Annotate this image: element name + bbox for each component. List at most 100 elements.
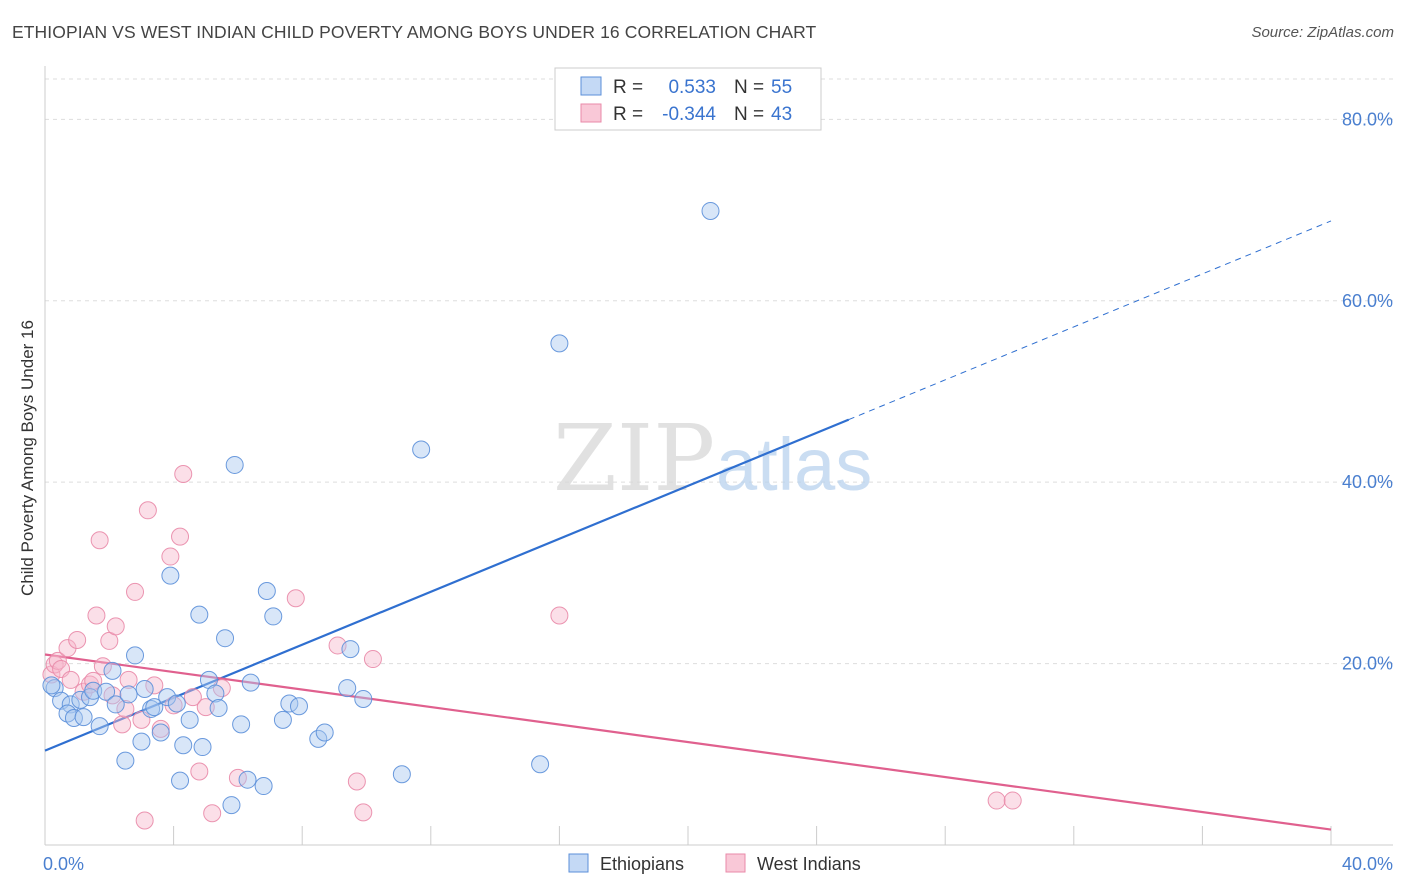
y-tick-label: 20.0% — [1342, 654, 1393, 674]
point-ethiopians — [90, 717, 109, 736]
point-west-indians — [45, 655, 64, 674]
point-ethiopians — [354, 689, 373, 708]
point-ethiopians — [158, 688, 177, 707]
point-ethiopians — [119, 685, 138, 704]
legend-r-value-2: -0.344 — [662, 104, 716, 125]
point-west-indians — [161, 547, 180, 566]
trend-lines — [44, 220, 1332, 831]
y-tick-label: 80.0% — [1342, 109, 1393, 129]
point-ethiopians — [257, 582, 276, 601]
point-ethiopians — [531, 755, 550, 774]
bottom-legend-swatch-ethiopians — [568, 853, 589, 873]
point-ethiopians — [225, 455, 244, 474]
point-ethiopians — [309, 729, 328, 748]
legend-swatch-west-indians — [580, 103, 602, 123]
point-west-indians — [1003, 791, 1022, 810]
point-ethiopians — [289, 697, 308, 716]
point-west-indians — [61, 670, 80, 689]
bottom-legend-label-west-indians: West Indians — [757, 854, 861, 874]
point-west-indians — [119, 670, 138, 689]
point-ethiopians — [338, 679, 357, 698]
point-ethiopians — [145, 698, 164, 717]
point-west-indians — [90, 531, 109, 550]
y-axis-label: Child Poverty Among Boys Under 16 — [18, 320, 37, 596]
point-west-indians — [145, 676, 164, 695]
legend-n-label-2: N = — [734, 104, 764, 125]
point-west-indians — [138, 501, 157, 520]
point-ethiopians — [64, 709, 83, 728]
point-ethiopians — [264, 607, 283, 626]
point-west-indians — [93, 657, 112, 676]
bottom-legend-label-ethiopians: Ethiopians — [600, 854, 684, 874]
point-ethiopians — [171, 771, 190, 790]
legend-r-value-1: 0.533 — [668, 77, 716, 98]
chart-title: ETHIOPIAN VS WEST INDIAN CHILD POVERTY A… — [12, 22, 817, 42]
point-west-indians — [68, 631, 87, 650]
point-ethiopians — [190, 605, 209, 624]
legend-n-label-1: N = — [734, 77, 764, 98]
watermark-zip: ZIP — [553, 405, 715, 512]
point-ethiopians — [254, 777, 273, 796]
axes — [44, 66, 1393, 846]
source-label: Source: ZipAtlas.com — [1251, 24, 1394, 41]
point-west-indians — [87, 606, 106, 625]
point-ethiopians — [74, 708, 93, 727]
series-west-indians — [42, 465, 1022, 830]
point-ethiopians — [209, 699, 228, 718]
point-ethiopians — [167, 694, 186, 713]
point-ethiopians — [180, 710, 199, 729]
trend-line-ethiopians-extension — [848, 220, 1332, 421]
series-legend: Ethiopians West Indians — [568, 853, 861, 874]
point-west-indians — [987, 791, 1006, 810]
legend-n-value-2: 43 — [771, 104, 792, 125]
point-ethiopians — [106, 695, 125, 714]
point-west-indians — [347, 772, 366, 791]
point-west-indians — [203, 804, 222, 823]
point-west-indians — [106, 617, 125, 636]
point-ethiopians — [232, 715, 251, 734]
point-ethiopians — [97, 682, 116, 701]
point-ethiopians — [84, 681, 103, 700]
point-ethiopians — [151, 723, 170, 742]
point-ethiopians — [135, 679, 154, 698]
point-ethiopians — [701, 201, 720, 220]
point-ethiopians — [216, 629, 235, 648]
point-west-indians — [174, 465, 193, 484]
y-tick-labels: 20.0% 40.0% 60.0% 80.0% — [1342, 109, 1393, 673]
point-ethiopians — [241, 673, 260, 692]
point-ethiopians — [126, 646, 145, 665]
point-ethiopians — [341, 640, 360, 659]
point-west-indians — [190, 762, 209, 781]
point-ethiopians — [392, 765, 411, 784]
point-ethiopians — [42, 676, 61, 695]
legend-n-value-1: 55 — [771, 77, 792, 98]
y-tick-label: 60.0% — [1342, 291, 1393, 311]
y-tick-label: 40.0% — [1342, 472, 1393, 492]
point-west-indians — [126, 582, 145, 601]
legend-r-label-2: R = — [613, 104, 643, 125]
point-west-indians — [196, 698, 215, 717]
point-ethiopians — [142, 699, 161, 718]
point-ethiopians — [412, 440, 431, 459]
point-west-indians — [363, 650, 382, 669]
series-ethiopians — [42, 201, 720, 815]
point-west-indians — [171, 527, 190, 546]
bottom-legend-swatch-west-indians — [725, 853, 746, 873]
point-ethiopians — [315, 723, 334, 742]
point-west-indians — [354, 803, 373, 822]
point-ethiopians — [116, 751, 135, 770]
point-ethiopians — [132, 732, 151, 751]
correlation-legend: R = 0.533 N = 55 R = -0.344 N = 43 — [554, 67, 822, 131]
point-west-indians — [183, 688, 202, 707]
grid-lines — [45, 78, 1393, 665]
point-ethiopians — [238, 770, 257, 789]
point-west-indians — [286, 589, 305, 608]
point-ethiopians — [273, 710, 292, 729]
legend-swatch-ethiopians — [580, 76, 602, 96]
point-ethiopians — [206, 684, 225, 703]
point-west-indians — [550, 606, 569, 625]
point-ethiopians — [174, 736, 193, 755]
point-west-indians — [135, 811, 154, 830]
x-tick-label-max: 40.0% — [1342, 854, 1393, 874]
